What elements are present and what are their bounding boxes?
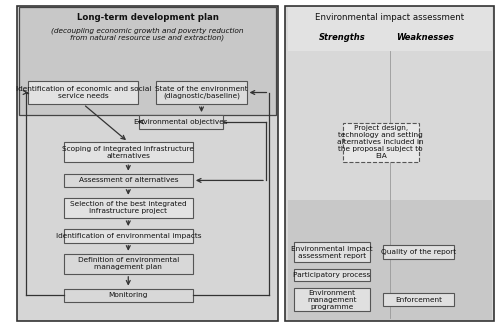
Bar: [156, 81, 246, 104]
Bar: [294, 242, 370, 262]
Text: Long-term development plan: Long-term development plan: [76, 13, 219, 23]
Bar: [64, 198, 193, 218]
Text: Scoping of integrated infrastructure
alternatives: Scoping of integrated infrastructure alt…: [62, 146, 194, 159]
Bar: [286, 6, 494, 321]
Text: Quality of the report: Quality of the report: [381, 249, 456, 255]
Text: Environmental impact assessment: Environmental impact assessment: [316, 13, 464, 23]
Text: Environmental impact
assessment report: Environmental impact assessment report: [291, 246, 372, 259]
Bar: [20, 7, 276, 115]
Bar: [139, 115, 223, 129]
Bar: [384, 245, 454, 259]
Bar: [28, 81, 138, 104]
Text: Assessment of alternatives: Assessment of alternatives: [78, 178, 178, 183]
Text: Weaknesses: Weaknesses: [396, 33, 454, 42]
Text: Environment
management
programme: Environment management programme: [307, 290, 356, 310]
Text: Strengths: Strengths: [318, 33, 366, 42]
Text: Definition of environmental
management plan: Definition of environmental management p…: [78, 257, 179, 270]
Text: Monitoring: Monitoring: [108, 292, 148, 298]
Bar: [64, 229, 193, 243]
Bar: [288, 200, 492, 320]
Bar: [343, 123, 418, 162]
Bar: [64, 254, 193, 274]
Text: Enforcement: Enforcement: [396, 297, 442, 302]
Bar: [384, 293, 454, 306]
Bar: [288, 7, 492, 51]
Text: Participatory process: Participatory process: [293, 272, 370, 278]
Bar: [64, 142, 193, 162]
Bar: [64, 288, 193, 302]
Text: State of the environment
(diagnostic/baseline): State of the environment (diagnostic/bas…: [155, 86, 248, 99]
Bar: [64, 174, 193, 187]
Text: Identification of environmental impacts: Identification of environmental impacts: [56, 233, 201, 239]
Text: Project design,
technology and setting
alternatives included in
the proposal sub: Project design, technology and setting a…: [338, 125, 424, 159]
Text: (decoupling economic growth and poverty reduction
from natural resource use and : (decoupling economic growth and poverty …: [52, 27, 244, 41]
Bar: [294, 288, 370, 311]
Bar: [17, 6, 278, 321]
Text: Identification of economic and social
service needs: Identification of economic and social se…: [16, 86, 151, 99]
Text: Environmental objectives: Environmental objectives: [134, 119, 228, 125]
Bar: [294, 269, 370, 281]
Text: Selection of the best integrated
infrastructure project: Selection of the best integrated infrast…: [70, 201, 186, 214]
